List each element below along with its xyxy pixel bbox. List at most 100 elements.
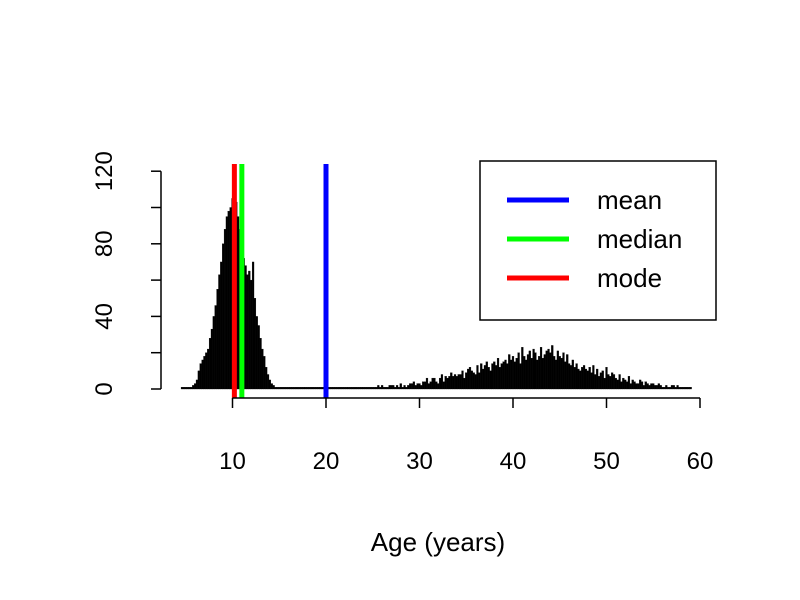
histogram-bar — [336, 387, 339, 390]
histogram-bar — [470, 370, 473, 390]
histogram-bar — [276, 387, 279, 390]
histogram-bar — [347, 387, 350, 390]
histogram-bar — [582, 365, 586, 390]
y-tick-label: 120 — [91, 151, 118, 191]
x-axis: 10 20 30 40 50 60 — [219, 397, 713, 475]
histogram-bar — [283, 387, 286, 390]
histogram-bar — [506, 363, 509, 390]
histogram-bar — [674, 387, 677, 390]
histogram-bar — [308, 387, 311, 390]
histogram-bar — [349, 387, 352, 390]
histogram-bar — [474, 374, 477, 390]
histogram-bar — [599, 372, 602, 390]
histogram-bar — [493, 361, 496, 390]
histogram-bar — [438, 377, 442, 390]
histogram-bar — [573, 367, 576, 390]
y-tick-label: 80 — [91, 230, 118, 257]
histogram-bar — [210, 328, 214, 390]
histogram-bar — [659, 385, 662, 390]
histogram-bar — [500, 363, 503, 390]
histogram-bar — [536, 359, 539, 390]
histogram-bar — [571, 359, 574, 390]
histogram-bar — [248, 270, 251, 390]
histogram-bar — [667, 387, 670, 390]
histogram-bar — [339, 387, 343, 390]
histogram-bar — [457, 374, 460, 390]
histogram-bar — [395, 385, 399, 390]
histogram-bar — [655, 385, 659, 390]
histogram-bar — [532, 348, 535, 390]
legend-label-mean: mean — [597, 185, 662, 215]
x-tick-label: 40 — [500, 448, 527, 475]
histogram-bar — [543, 354, 546, 390]
histogram-bar — [199, 363, 202, 390]
histogram-bar — [225, 216, 228, 390]
histogram-bar — [639, 379, 642, 390]
histogram-bar — [278, 387, 281, 390]
histogram-bar — [481, 368, 485, 390]
histogram-bar — [498, 367, 501, 390]
histogram-bar — [259, 338, 262, 390]
histogram-bar — [203, 356, 206, 390]
histogram-bar — [588, 367, 591, 390]
histogram-bar — [525, 359, 528, 390]
histogram-bar — [668, 387, 672, 390]
histogram-bar — [407, 385, 410, 390]
histogram-bar — [545, 350, 548, 390]
histogram-bar — [435, 381, 438, 390]
histogram-bar — [648, 385, 651, 390]
histogram-bar — [685, 387, 688, 390]
histogram-bar — [683, 387, 687, 390]
histogram-bar — [394, 387, 397, 390]
histogram-bar — [244, 265, 247, 390]
histogram-bar — [609, 376, 612, 390]
histogram-bar — [366, 387, 369, 390]
histogram-bar — [293, 387, 296, 390]
histogram-bar — [313, 387, 316, 390]
histogram-bar — [418, 383, 421, 390]
histogram-bar — [635, 383, 638, 390]
histogram-bar — [528, 350, 531, 390]
y-tick-label: 40 — [91, 303, 118, 330]
histogram-bar — [334, 387, 337, 390]
histogram-bar — [429, 381, 432, 390]
histogram-bar — [515, 357, 518, 390]
histogram-bar — [237, 216, 240, 390]
histogram-bar — [218, 274, 221, 390]
histogram-bar — [453, 374, 457, 390]
histogram-bar — [601, 370, 604, 390]
histogram-bar — [289, 387, 292, 390]
histogram-bar — [521, 347, 524, 390]
histogram-bar — [390, 385, 393, 390]
histogram-bar — [255, 316, 258, 390]
histogram-bar — [190, 387, 193, 390]
histogram-bar — [625, 381, 629, 390]
histogram-bar — [302, 387, 305, 390]
histogram-bar — [448, 376, 451, 390]
histogram-bar — [216, 289, 219, 390]
histogram-bar — [265, 367, 268, 390]
histogram-bar — [554, 359, 558, 390]
x-tick-label: 20 — [313, 448, 340, 475]
histogram-bar — [624, 379, 627, 390]
legend: mean median mode — [479, 160, 717, 321]
histogram-bar — [575, 363, 578, 390]
histogram-bar — [495, 365, 498, 390]
histogram-bar — [194, 383, 197, 390]
histogram-bar — [568, 363, 571, 390]
histogram-bar — [549, 352, 552, 390]
histogram-bar — [596, 368, 599, 390]
histogram-bar — [298, 387, 301, 390]
histogram-bar — [663, 387, 666, 390]
histogram-bar — [222, 243, 225, 390]
histogram-bar — [212, 316, 215, 390]
histogram-bar — [455, 376, 458, 390]
histogram-bar — [642, 385, 645, 390]
histogram-bar — [504, 359, 507, 390]
histogram-bar — [351, 387, 354, 390]
histogram-bar — [317, 387, 320, 390]
histogram-bar — [367, 387, 371, 390]
x-axis-title: Age (years) — [371, 527, 505, 557]
histogram-bar — [472, 372, 475, 390]
